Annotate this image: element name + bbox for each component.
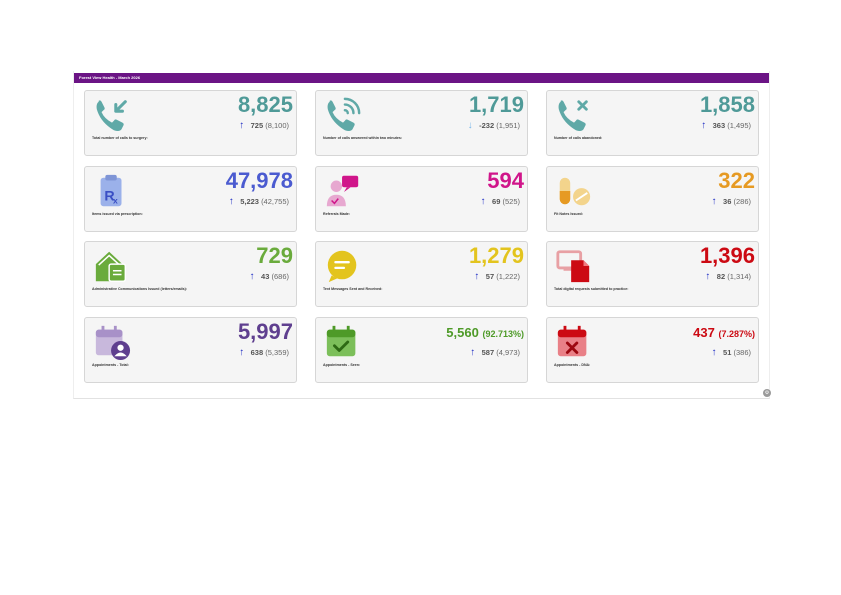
card-appointments-dna: 437 (7.287%) ↑ 51 (386) Appointments - DN… — [546, 317, 759, 383]
calendar-user-icon — [95, 325, 131, 361]
kpi-percentage: (92.713%) — [482, 329, 524, 339]
kpi-label: Appointments - DNA: — [554, 363, 591, 367]
kpi-change: ↑ 587 (4,973) — [468, 348, 520, 358]
kpi-value: 1,719 — [468, 92, 524, 117]
arrow-up-icon: ↑ — [239, 120, 245, 131]
kpi-value: 47,978 — [225, 168, 293, 193]
card-text-messages: 1,279 ↑ 57 (1,222) Text Messages Sent and… — [315, 241, 528, 307]
kpi-label: Total digital requests submitted to prac… — [554, 287, 629, 291]
kpi-value: 437 (7.287%) — [693, 325, 755, 340]
card-calls-abandoned: 1,858 ↑ 363 (1,495) Number of calls aband… — [546, 90, 759, 156]
kpi-label: Administrative Communications Issued (le… — [92, 287, 188, 291]
svg-text:x: x — [113, 195, 118, 205]
phone-missed-icon — [558, 100, 588, 131]
phone-ringing-icon — [327, 97, 361, 131]
arrow-up-icon: ↑ — [711, 347, 717, 358]
prescription-icon: R x — [100, 174, 122, 207]
arrow-up-icon: ↑ — [474, 271, 480, 282]
kpi-change: ↓ -232 (1,951) — [465, 121, 520, 131]
kpi-change: ↑ 51 (386) — [709, 348, 751, 358]
kpi-label: Appointments - Total: — [92, 363, 129, 367]
kpi-change: ↑ 69 (525) — [478, 197, 520, 207]
kpi-value: 5,560 (92.713%) — [446, 325, 524, 340]
arrow-up-icon: ↑ — [480, 196, 486, 207]
arrow-up-icon: ↑ — [228, 196, 234, 207]
kpi-value: 5,997 — [237, 319, 293, 344]
kpi-value: 1,858 — [699, 92, 755, 117]
card-appointments-total: 5,997 ↑ 638 (5,359) Appointments - Total: — [84, 317, 297, 383]
kpi-change: ↑ 363 (1,495) — [699, 121, 751, 131]
kpi-value: 1,396 — [699, 243, 755, 268]
kpi-percentage: (7.287%) — [718, 329, 755, 339]
card-calls-answered: 1,719 ↓ -232 (1,951) Number of calls answ… — [315, 90, 528, 156]
calendar-x-icon — [557, 325, 587, 357]
pills-icon — [559, 177, 591, 206]
kpi-label: Total number of calls to surgery: — [92, 136, 148, 140]
page-settings-icon[interactable]: ⚙ — [763, 389, 771, 397]
card-fit-notes: 322 ↑ 36 (286) Fit Notes Issued: — [546, 166, 759, 232]
kpi-change: ↑ 36 (286) — [709, 197, 751, 207]
card-digital-requests: 1,396 ↑ 82 (1,314) Total digital requests… — [546, 241, 759, 307]
kpi-label: Fit Notes Issued: — [554, 212, 583, 216]
kpi-change: ↑ 57 (1,222) — [472, 272, 520, 282]
kpi-change: ↑ 725 (8,100) — [237, 121, 289, 131]
arrow-up-icon: ↑ — [239, 347, 245, 358]
kpi-value: 8,825 — [237, 92, 293, 117]
kpi-label: Number of calls abandoned: — [554, 136, 603, 140]
kpi-label: Items issued via prescription: — [92, 212, 143, 216]
mail-home-icon — [95, 251, 127, 282]
arrow-up-icon: ↑ — [705, 271, 711, 282]
arrow-up-icon: ↑ — [701, 120, 707, 131]
chat-bubble-icon — [327, 250, 357, 283]
arrow-up-icon: ↑ — [711, 196, 717, 207]
card-referrals: 594 ↑ 69 (525) Referrals Made: — [315, 166, 528, 232]
card-admin-comms: 729 ↑ 43 (686) Administrative Communicati… — [84, 241, 297, 307]
card-calls-total: 8,825 ↑ 725 (8,100) Total number of calls… — [84, 90, 297, 156]
kpi-value: 594 — [487, 168, 524, 193]
kpi-change: ↑ 5,223 (42,755) — [226, 197, 289, 207]
kpi-change: ↑ 82 (1,314) — [703, 272, 751, 282]
arrow-up-icon: ↑ — [249, 271, 255, 282]
digital-request-icon — [556, 250, 590, 283]
arrow-up-icon: ↑ — [470, 347, 476, 358]
svg-text:R: R — [104, 189, 114, 205]
dashboard-sheet: Forest View Health - March 2026 8,825 ↑ 7… — [73, 71, 770, 399]
kpi-value: 729 — [256, 243, 293, 268]
arrow-down-icon: ↓ — [467, 120, 473, 131]
referral-icon — [326, 175, 359, 207]
calendar-check-icon — [326, 325, 356, 357]
kpi-label: Number of calls answered within two minu… — [323, 136, 403, 140]
kpi-label: Text Messages Sent and Received: — [323, 287, 383, 291]
page-title: Forest View Health - March 2026 — [74, 73, 769, 83]
kpi-value: 322 — [718, 168, 755, 193]
kpi-change: ↑ 43 (686) — [247, 272, 289, 282]
phone-incoming-icon — [96, 100, 127, 131]
card-prescriptions: R x 47,978 ↑ 5,223 (42,755) Items issued … — [84, 166, 297, 232]
card-appointments-seen: 5,560 (92.713%) ↑ 587 (4,973) Appointment… — [315, 317, 528, 383]
kpi-label: Referrals Made: — [323, 212, 350, 216]
kpi-change: ↑ 638 (5,359) — [237, 348, 289, 358]
kpi-value: 1,279 — [468, 243, 524, 268]
kpi-label: Appointments - Seen: — [323, 363, 361, 367]
